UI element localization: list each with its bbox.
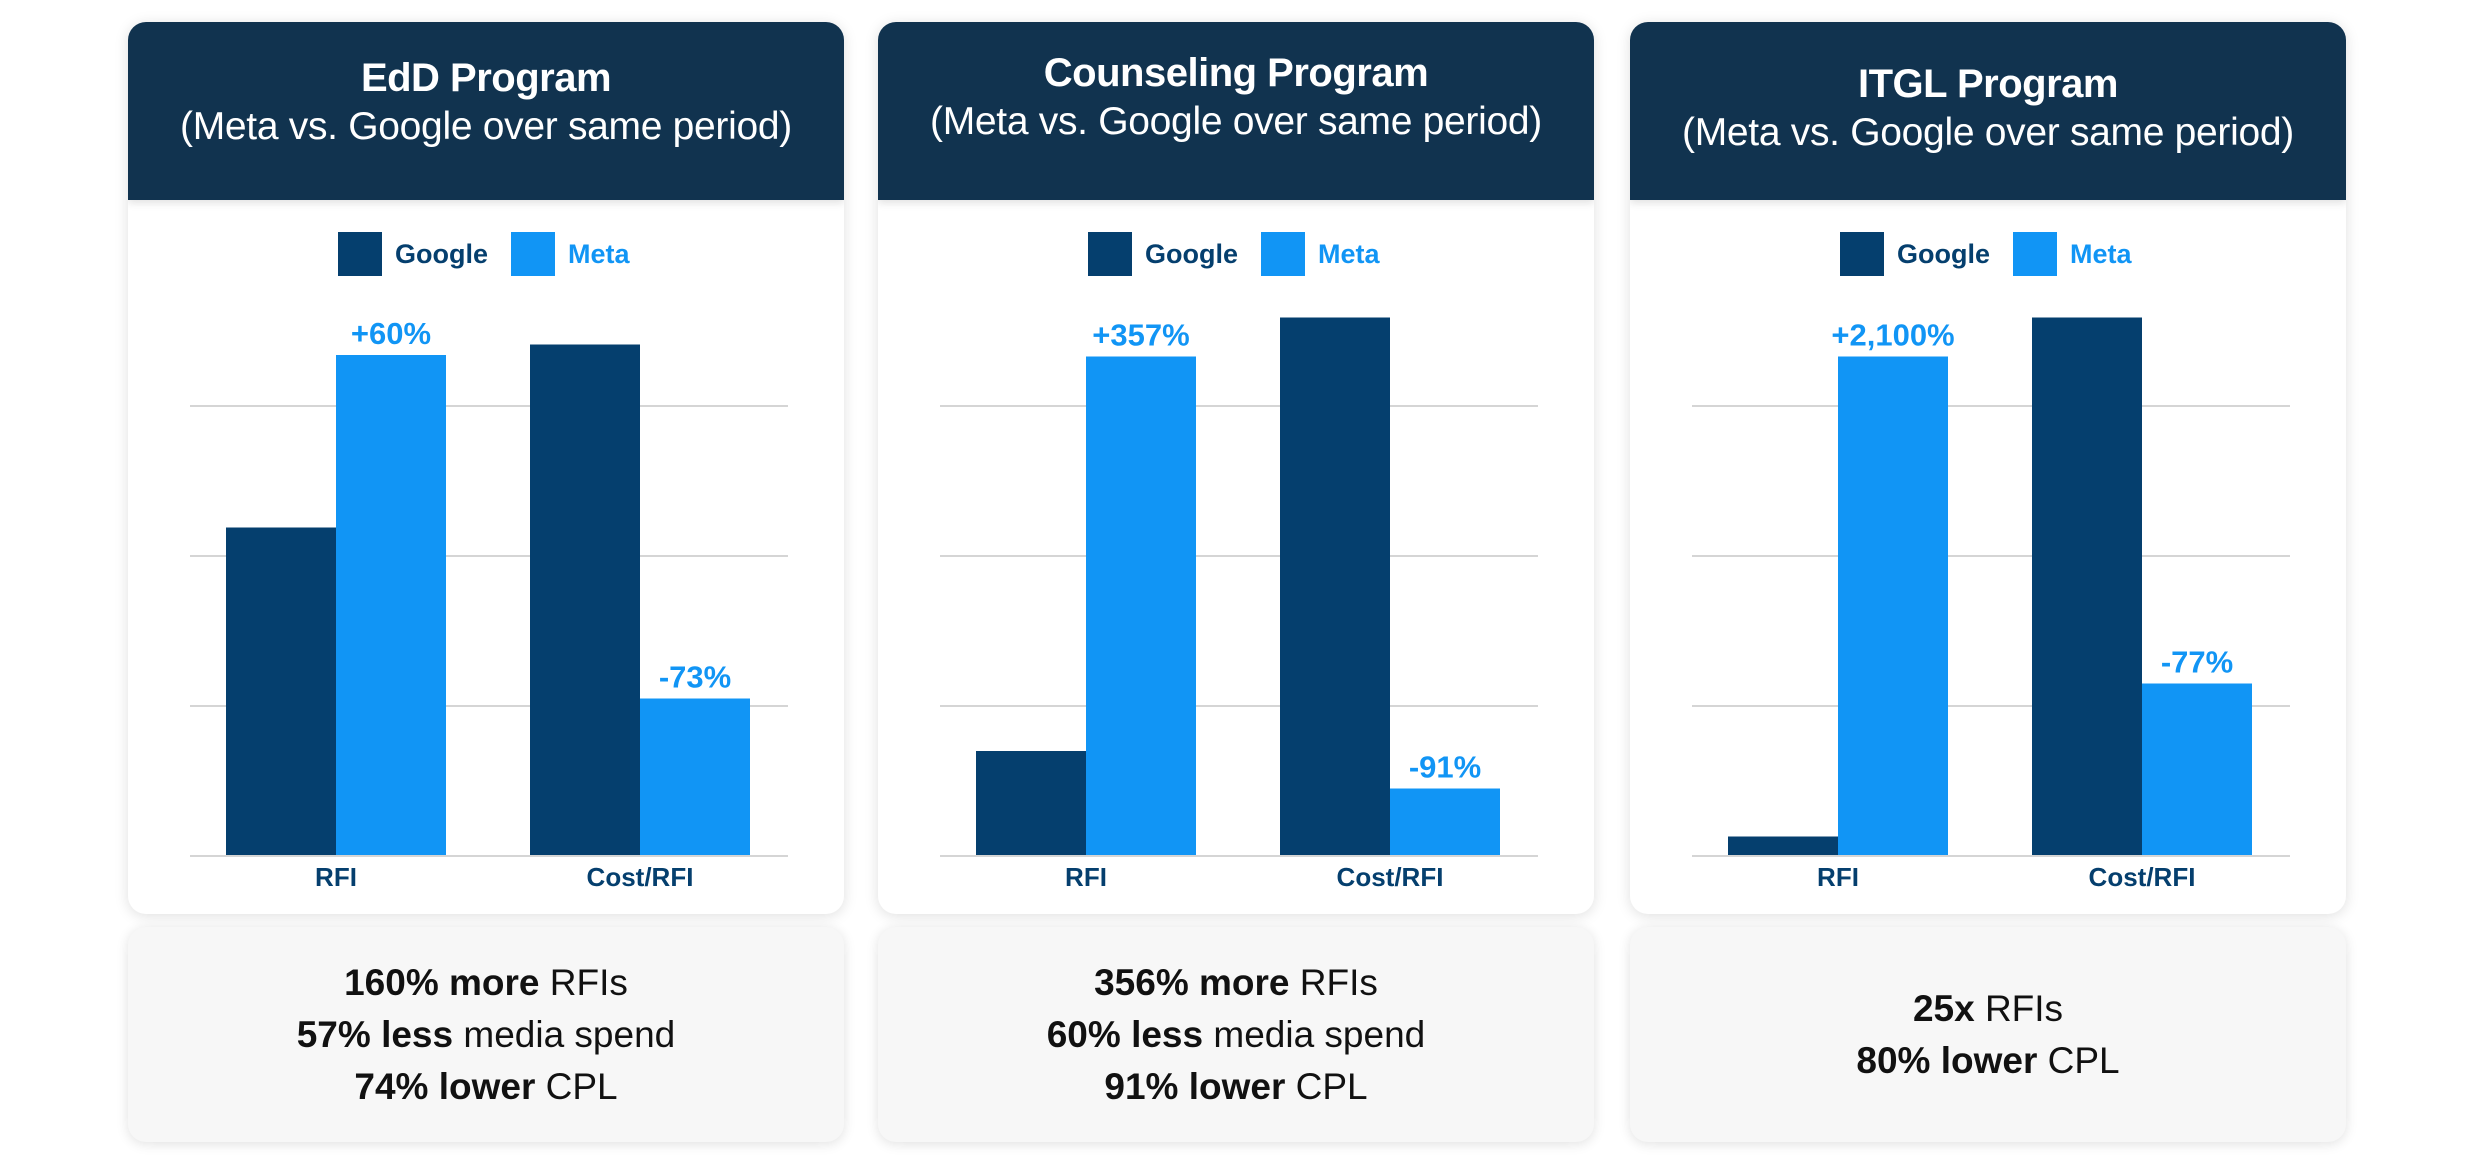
summary-highlight: 80% lower (1856, 1039, 2038, 1081)
summary-text: RFIs (539, 961, 628, 1003)
chart-card: ITGL Program (Meta vs. Google over same … (1630, 22, 2346, 914)
summary-line: 80% lower CPL (1856, 1035, 2119, 1087)
bar-meta-costrfi (1390, 788, 1500, 856)
card-header: ITGL Program (Meta vs. Google over same … (1630, 22, 2346, 200)
summary-highlight: 91% lower (1104, 1065, 1286, 1107)
summary-line: 25x RFIs (1913, 983, 2063, 1035)
summary-highlight: 160% more (344, 961, 540, 1003)
panel-itgl: ITGL Program (Meta vs. Google over same … (1630, 22, 2346, 1142)
card-subtitle: (Meta vs. Google over same period) (1682, 111, 2294, 154)
legend-swatch-meta (511, 232, 555, 276)
summary-line: 91% lower CPL (1104, 1061, 1367, 1113)
x-axis-label: Cost/RFI (2089, 862, 2196, 892)
legend-label-google: Google (1897, 239, 1990, 269)
card-title: Counseling Program (1043, 51, 1429, 95)
x-axis-label: Cost/RFI (1337, 862, 1444, 892)
summary-text: media spend (1203, 1013, 1426, 1055)
bar-meta-rfi (1086, 356, 1196, 856)
data-label: -73% (659, 660, 731, 695)
summary-line: 60% less media spend (1047, 1009, 1426, 1061)
legend-label-google: Google (1145, 239, 1238, 269)
bar-google-rfi (976, 751, 1086, 856)
data-label: -77% (2161, 645, 2233, 680)
summary-highlight: 25x (1912, 987, 1975, 1029)
bar-google-rfi (226, 527, 336, 856)
card-header: Counseling Program (Meta vs. Google over… (878, 22, 1594, 200)
panel-edd: EdD Program (Meta vs. Google over same p… (128, 22, 844, 1142)
bar-google-costrfi (2032, 317, 2142, 856)
summary-highlight: 57% less (296, 1013, 454, 1055)
legend-label-meta: Meta (1318, 239, 1380, 269)
card-subtitle: (Meta vs. Google over same period) (930, 100, 1542, 143)
x-axis-label: RFI (1817, 862, 1859, 892)
summary-text: media spend (453, 1013, 676, 1055)
bar-meta-costrfi (2142, 683, 2252, 856)
bar-google-rfi (1728, 836, 1838, 856)
legend-swatch-google (338, 232, 382, 276)
x-axis-label: RFI (1065, 862, 1107, 892)
summary-text: CPL (2037, 1039, 2120, 1081)
legend-swatch-google (1088, 232, 1132, 276)
bar-google-costrfi (1280, 317, 1390, 856)
panel-counseling: Counseling Program (Meta vs. Google over… (878, 22, 1594, 1142)
summary-line: 57% less media spend (297, 1009, 676, 1061)
summary-line: 74% lower CPL (354, 1061, 617, 1113)
bar-chart: Google Meta +60% RFI -73% Cost/RFI (190, 232, 788, 892)
summary-line: 356% more RFIs (1094, 957, 1378, 1009)
summary-box: 356% more RFIs 60% less media spend 91% … (878, 927, 1594, 1142)
card-title: EdD Program (360, 56, 612, 100)
card-header: EdD Program (Meta vs. Google over same p… (128, 22, 844, 200)
bar-chart: Google Meta +357% RFI -91% Cost/RFI (940, 232, 1538, 892)
data-label: +357% (1092, 318, 1189, 353)
legend-label-google: Google (395, 239, 488, 269)
summary-line: 160% more RFIs (344, 957, 628, 1009)
chart-card: Counseling Program (Meta vs. Google over… (878, 22, 1594, 914)
legend-swatch-google (1840, 232, 1884, 276)
card-title: ITGL Program (1858, 62, 2118, 106)
data-label: -91% (1409, 750, 1481, 785)
bar-meta-costrfi (640, 698, 750, 856)
bar-meta-rfi (1838, 356, 1948, 856)
summary-text: CPL (1285, 1065, 1368, 1107)
x-axis-label: RFI (315, 862, 357, 892)
chart-card: EdD Program (Meta vs. Google over same p… (128, 22, 844, 914)
summary-text: RFIs (1974, 987, 2064, 1029)
data-label: +2,100% (1831, 318, 1954, 353)
x-axis-label: Cost/RFI (587, 862, 694, 892)
bar-meta-rfi (336, 355, 446, 856)
legend-label-meta: Meta (568, 239, 630, 269)
legend-swatch-meta (1261, 232, 1305, 276)
bar-chart: Google Meta +2,100% RFI -77% Cost/RFI (1692, 232, 2290, 892)
legend-swatch-meta (2013, 232, 2057, 276)
bar-google-costrfi (530, 344, 640, 856)
summary-highlight: 356% more (1094, 961, 1290, 1003)
summary-highlight: 74% lower (354, 1065, 536, 1107)
summary-highlight: 60% less (1046, 1013, 1204, 1055)
summary-text: CPL (535, 1065, 618, 1107)
summary-box: 160% more RFIs 57% less media spend 74% … (128, 927, 844, 1142)
summary-text: RFIs (1289, 961, 1378, 1003)
card-subtitle: (Meta vs. Google over same period) (180, 105, 792, 148)
legend-label-meta: Meta (2070, 239, 2132, 269)
summary-box: 25x RFIs 80% lower CPL (1630, 927, 2346, 1142)
data-label: +60% (351, 316, 431, 351)
